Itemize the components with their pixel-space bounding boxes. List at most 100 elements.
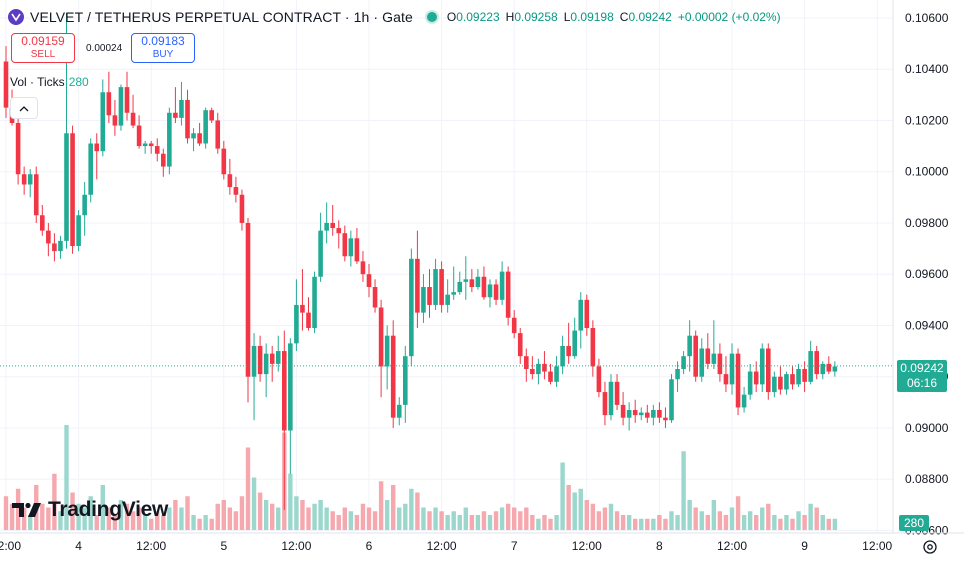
gear-icon[interactable]	[921, 538, 939, 556]
x-tick-label: 6	[366, 539, 373, 553]
buy-price: 0.09183	[141, 34, 185, 48]
volume-bar	[130, 511, 136, 530]
candle-down	[657, 410, 662, 418]
market-status-icon[interactable]	[424, 10, 439, 24]
volume-bar	[76, 503, 81, 530]
volume-bar	[227, 507, 233, 530]
volume-bar	[245, 447, 251, 530]
candle-down	[705, 348, 711, 364]
volume-bar	[596, 511, 602, 530]
volume-bar	[675, 515, 680, 530]
candle-up	[487, 284, 493, 298]
candle-up	[741, 394, 747, 408]
y-tick-label: 0.10600	[905, 11, 949, 25]
velvet-logo-icon	[8, 9, 24, 25]
candle-down	[366, 274, 372, 287]
candle-down	[693, 335, 698, 377]
collapse-legend-button[interactable]	[10, 97, 38, 119]
candle-down	[469, 279, 475, 287]
volume-bar	[633, 518, 638, 530]
buy-button[interactable]: 0.09183 BUY	[131, 33, 195, 63]
symbol-title[interactable]: VELVET / TETHERUS PERPETUAL CONTRACT · 1…	[30, 9, 413, 25]
volume-bar	[469, 515, 475, 530]
volume-bar	[300, 500, 305, 530]
candle-down	[778, 376, 783, 390]
candle-down	[70, 133, 75, 246]
candle-up	[711, 353, 717, 364]
tradingview-logo[interactable]: TradingView	[12, 498, 168, 522]
volume-bar	[717, 511, 723, 530]
candle-down	[493, 284, 499, 300]
tradingview-logo-icon	[12, 502, 41, 517]
candle-down	[306, 312, 311, 328]
candle-up	[318, 230, 323, 277]
candle-up	[608, 381, 614, 416]
volume-bar	[463, 507, 468, 530]
volume-bar	[221, 500, 226, 530]
volume-bar	[270, 503, 275, 530]
volume-legend[interactable]: Vol · Ticks 280	[10, 75, 89, 89]
candle-down	[814, 351, 819, 375]
x-tick-label: 9	[801, 539, 808, 553]
volume-bar	[602, 507, 608, 530]
candle-up	[687, 335, 692, 357]
candle-down	[753, 371, 759, 385]
volume-scale-label: 280	[899, 515, 929, 531]
volume-bar	[620, 515, 626, 530]
candle-down	[21, 174, 27, 185]
candle-up	[142, 143, 148, 147]
candle-up	[675, 369, 680, 380]
volume-bar	[239, 496, 245, 530]
candle-up	[808, 351, 813, 382]
candle-up	[203, 110, 208, 144]
volume-bar	[530, 515, 535, 530]
volume-bar	[312, 503, 317, 530]
candle-up	[118, 87, 124, 126]
candle-down	[524, 356, 529, 369]
volume-bar	[614, 511, 620, 530]
candle-up	[475, 276, 481, 287]
candle-down	[227, 174, 233, 188]
volume-bar	[766, 503, 771, 530]
candle-up	[772, 376, 777, 393]
candle-down	[257, 345, 263, 375]
x-tick-label: 12:00	[136, 539, 166, 553]
candle-down	[40, 215, 45, 231]
volume-bar	[814, 507, 819, 530]
volume-bar	[354, 515, 360, 530]
candle-down	[517, 333, 523, 357]
volume-bar	[760, 507, 765, 530]
volume-bar	[772, 515, 777, 530]
candle-down	[239, 194, 245, 223]
volume-bar	[427, 511, 432, 530]
volume-bar	[687, 500, 692, 530]
candle-down	[15, 123, 21, 175]
volume-bar	[409, 488, 414, 530]
candle-down	[602, 392, 608, 416]
sell-button[interactable]: 0.09159 SELL	[11, 33, 75, 63]
candle-down	[245, 222, 251, 377]
x-tick-label: 12:00	[862, 539, 892, 553]
price-change: +0.00002 (+0.02%)	[677, 10, 781, 24]
candle-down	[663, 417, 668, 421]
volume-bar	[324, 507, 329, 530]
volume-bar	[197, 518, 202, 530]
volume-bar	[233, 511, 239, 530]
x-tick-label: 12:00	[427, 539, 457, 553]
volume-bar	[294, 496, 299, 530]
volume-bar	[778, 518, 783, 530]
candle-down	[790, 374, 795, 385]
candle-up	[729, 353, 735, 385]
last-price-label: 0.09242 06:16	[897, 360, 947, 392]
candle-up	[409, 258, 414, 357]
volume-bar	[445, 515, 450, 530]
volume-bar	[699, 511, 704, 530]
candle-down	[590, 328, 596, 367]
volume-bar	[433, 507, 438, 530]
candle-up	[251, 345, 257, 377]
volume-bar	[397, 507, 402, 530]
volume-bar	[645, 518, 650, 530]
volume-bar	[747, 511, 753, 530]
candle-down	[136, 125, 142, 147]
